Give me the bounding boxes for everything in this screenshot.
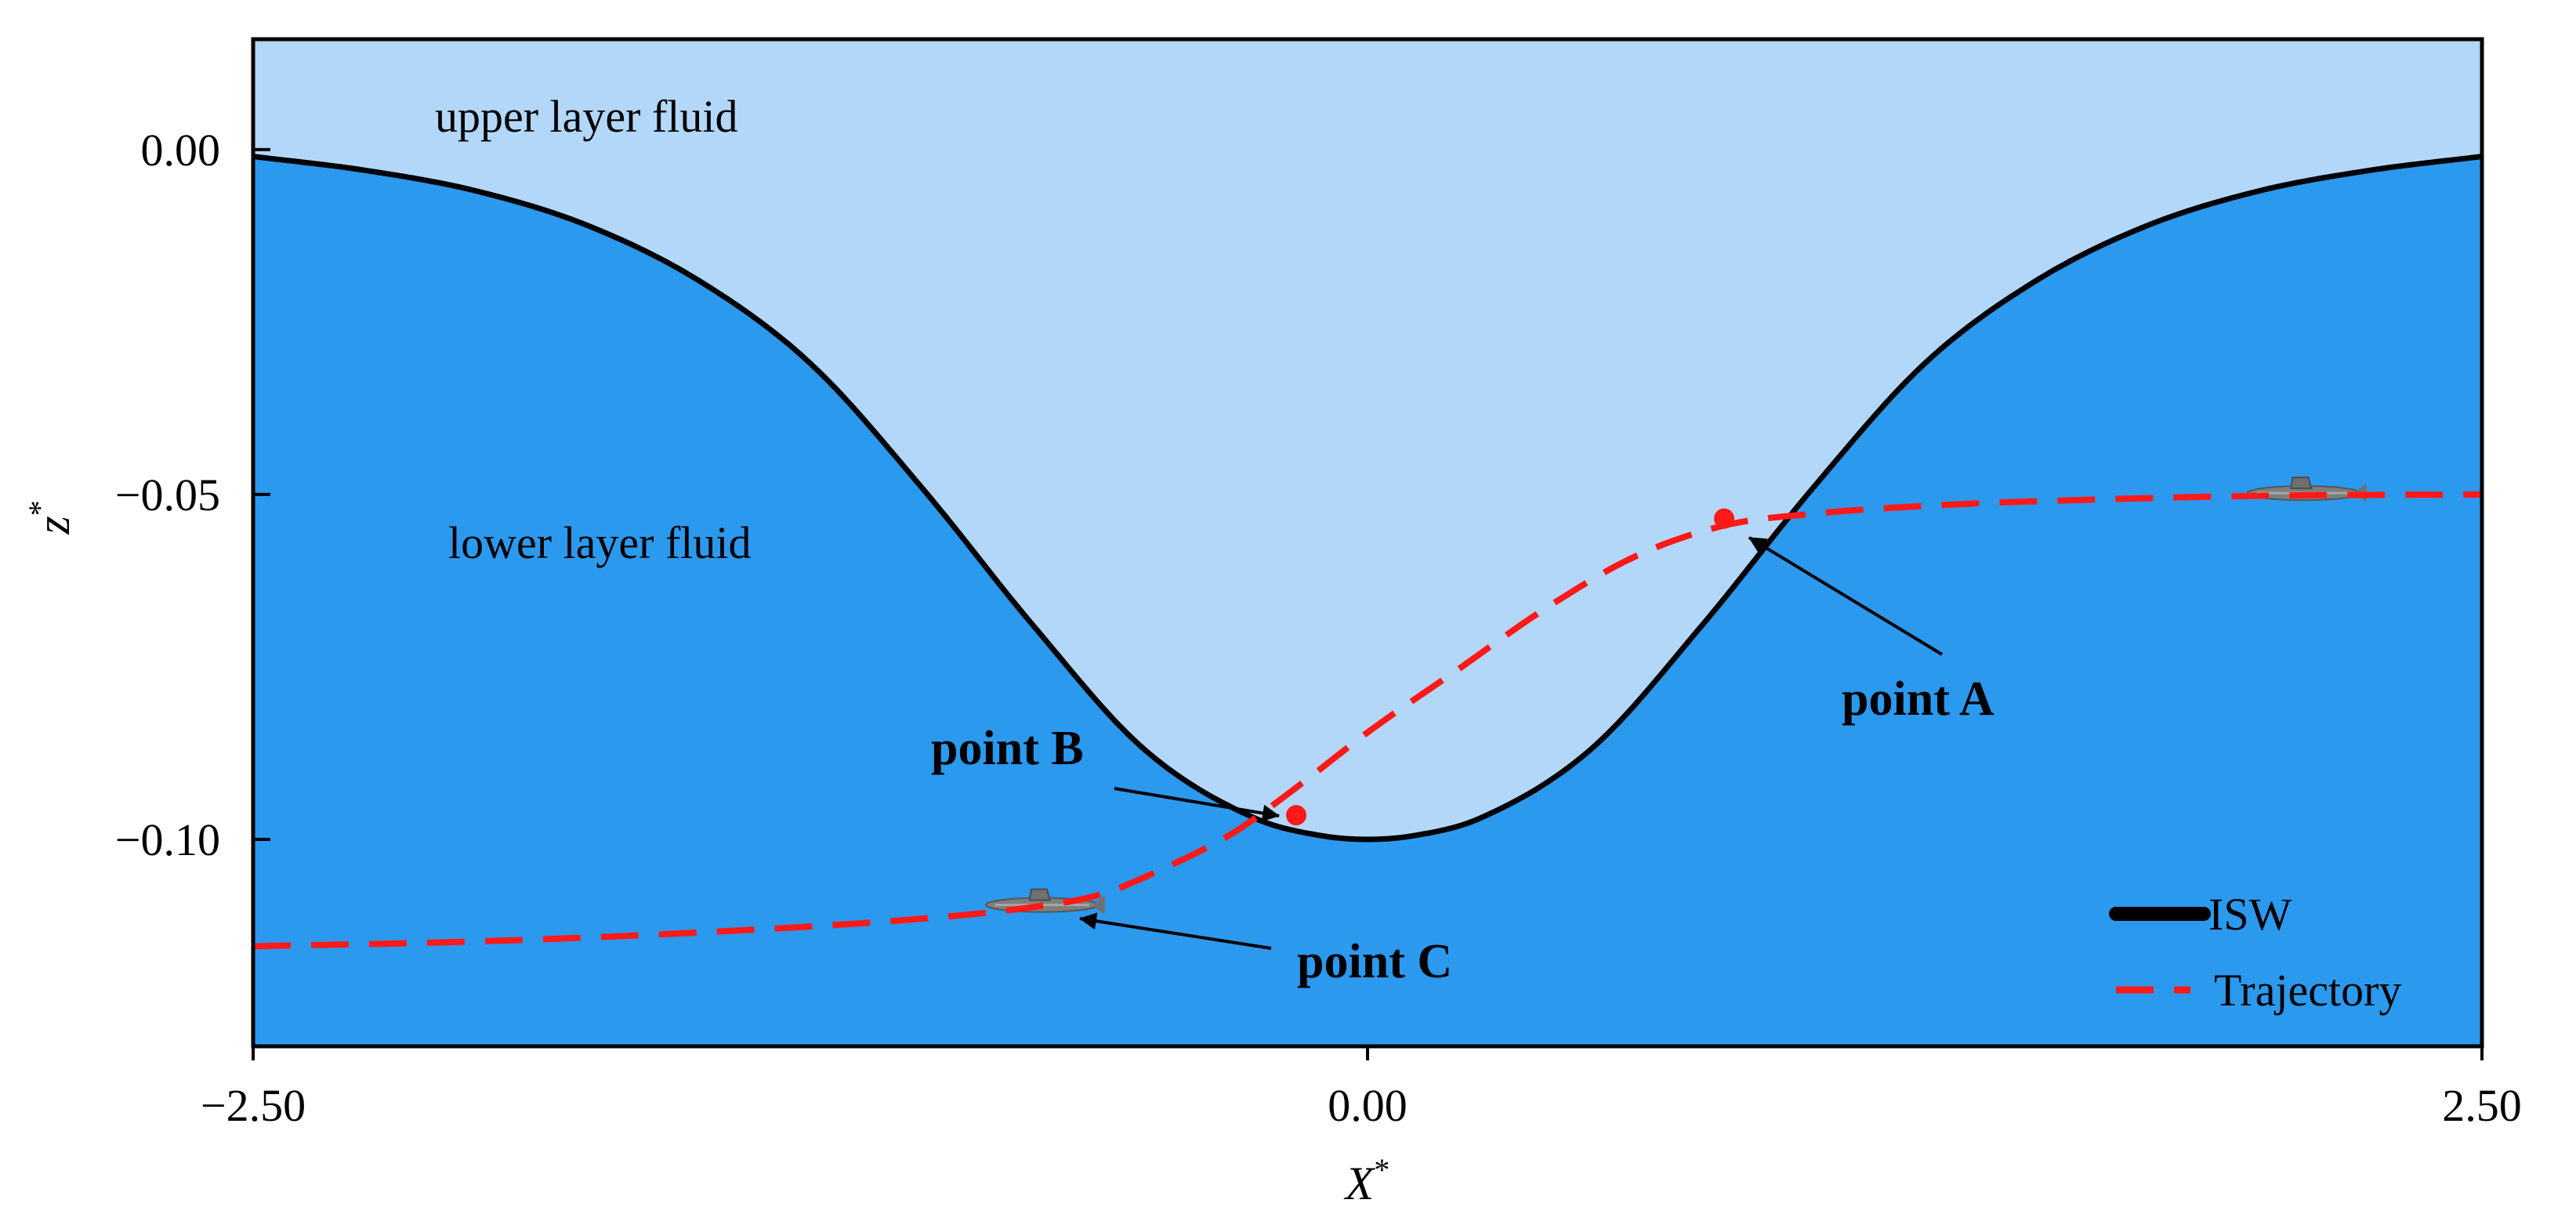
ticks-group: −2.50 0.00 2.50 0.00 −0.05 −0.10 bbox=[115, 125, 2522, 1131]
annotation-arrow bbox=[1748, 536, 1944, 656]
annotation-arrow bbox=[1078, 912, 1272, 950]
legend-trajectory-label: Trajectory bbox=[2214, 965, 2401, 1016]
annotation-point-marker bbox=[1285, 805, 1306, 826]
upper-layer-label: upper layer fluid bbox=[435, 91, 738, 142]
y-axis-title: z* bbox=[22, 500, 79, 535]
lower-layer-label: lower layer fluid bbox=[448, 517, 752, 568]
annotation-label: point B bbox=[931, 722, 1084, 775]
annotation-arrow bbox=[1114, 787, 1281, 822]
y-tick-label: 0.00 bbox=[141, 125, 221, 176]
annotation-point-marker bbox=[1714, 508, 1735, 529]
lower-layer-fluid-area bbox=[253, 156, 2482, 1046]
x-tick-label: 2.50 bbox=[2442, 1080, 2522, 1131]
annotation-label: point A bbox=[1842, 672, 1994, 726]
isw-series-line bbox=[253, 154, 2482, 843]
x-axis-title: X* bbox=[1344, 1152, 1390, 1209]
legend: ISW Trajectory bbox=[2109, 889, 2401, 1016]
y-tick-label: −0.05 bbox=[115, 469, 220, 520]
x-tick-label: 0.00 bbox=[1328, 1080, 1408, 1131]
y-tick-label: −0.10 bbox=[115, 814, 220, 865]
trajectory-series-line bbox=[253, 491, 2482, 950]
x-tick-label: −2.50 bbox=[201, 1080, 306, 1131]
legend-isw-label: ISW bbox=[2208, 889, 2292, 940]
annotations-group: point A point B point C bbox=[931, 508, 1994, 988]
annotation-label: point C bbox=[1297, 935, 1452, 988]
